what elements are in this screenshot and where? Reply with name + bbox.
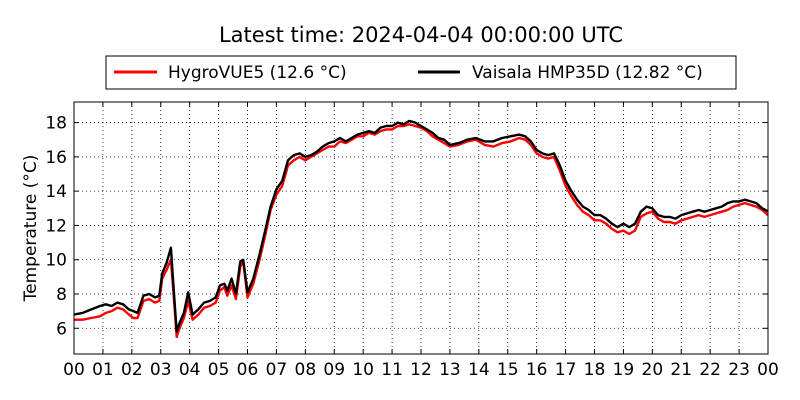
x-tick-label: 19 bbox=[613, 360, 635, 380]
legend-label-vaisala: Vaisala HMP35D (12.82 °C) bbox=[472, 63, 703, 83]
x-tick-label: 01 bbox=[92, 360, 114, 380]
x-tick-label: 03 bbox=[150, 360, 172, 380]
x-tick-label: 05 bbox=[208, 360, 230, 380]
series-lines bbox=[73, 119, 769, 339]
legend: HygroVUE5 (12.6 °C) Vaisala HMP35D (12.8… bbox=[105, 55, 737, 90]
x-tick-label: 00 bbox=[757, 360, 779, 380]
x-tick-label: 17 bbox=[555, 360, 577, 380]
x-tick-label: 07 bbox=[266, 360, 288, 380]
y-tick-label: 14 bbox=[45, 182, 67, 202]
y-axis-label: Temperature (°C) bbox=[21, 155, 41, 303]
x-tick-label: 11 bbox=[381, 360, 403, 380]
series-line-hygrovue5 bbox=[74, 123, 769, 339]
y-tick-label: 12 bbox=[45, 216, 67, 236]
x-tick-label: 09 bbox=[323, 360, 345, 380]
series-line-vaisala bbox=[73, 119, 769, 333]
x-tick-label: 20 bbox=[642, 360, 664, 380]
x-tick-label: 10 bbox=[352, 360, 374, 380]
x-tick-label: 13 bbox=[439, 360, 461, 380]
x-tick-label: 22 bbox=[699, 360, 721, 380]
legend-label-hygrovue5: HygroVUE5 (12.6 °C) bbox=[168, 63, 347, 83]
x-tick-label: 21 bbox=[670, 360, 692, 380]
x-tick-label: 15 bbox=[497, 360, 519, 380]
x-tick-label: 04 bbox=[179, 360, 201, 380]
y-tick-label: 6 bbox=[56, 319, 67, 339]
plot-frame bbox=[73, 101, 769, 355]
y-tick-label: 8 bbox=[56, 285, 67, 305]
x-tick-label: 02 bbox=[121, 360, 143, 380]
grid-lines bbox=[74, 102, 768, 354]
x-tick-label: 00 bbox=[63, 360, 85, 380]
x-tick-label: 06 bbox=[237, 360, 259, 380]
y-tick-label: 18 bbox=[45, 114, 67, 134]
chart-title: Latest time: 2024-04-04 00:00:00 UTC bbox=[219, 23, 623, 47]
x-tick-label: 12 bbox=[410, 360, 432, 380]
x-tick-label: 08 bbox=[295, 360, 317, 380]
y-tick-label: 10 bbox=[45, 251, 67, 271]
x-tick-label: 16 bbox=[526, 360, 548, 380]
x-tick-label: 14 bbox=[468, 360, 490, 380]
axis-ticks: 00 01 02 03 04 05 06 07 08 09 10 11 12 13 14 15 16 17 18 19… bbox=[45, 102, 779, 380]
y-tick-label: 16 bbox=[45, 148, 67, 168]
x-tick-label: 23 bbox=[728, 360, 750, 380]
x-tick-label: 18 bbox=[584, 360, 606, 380]
